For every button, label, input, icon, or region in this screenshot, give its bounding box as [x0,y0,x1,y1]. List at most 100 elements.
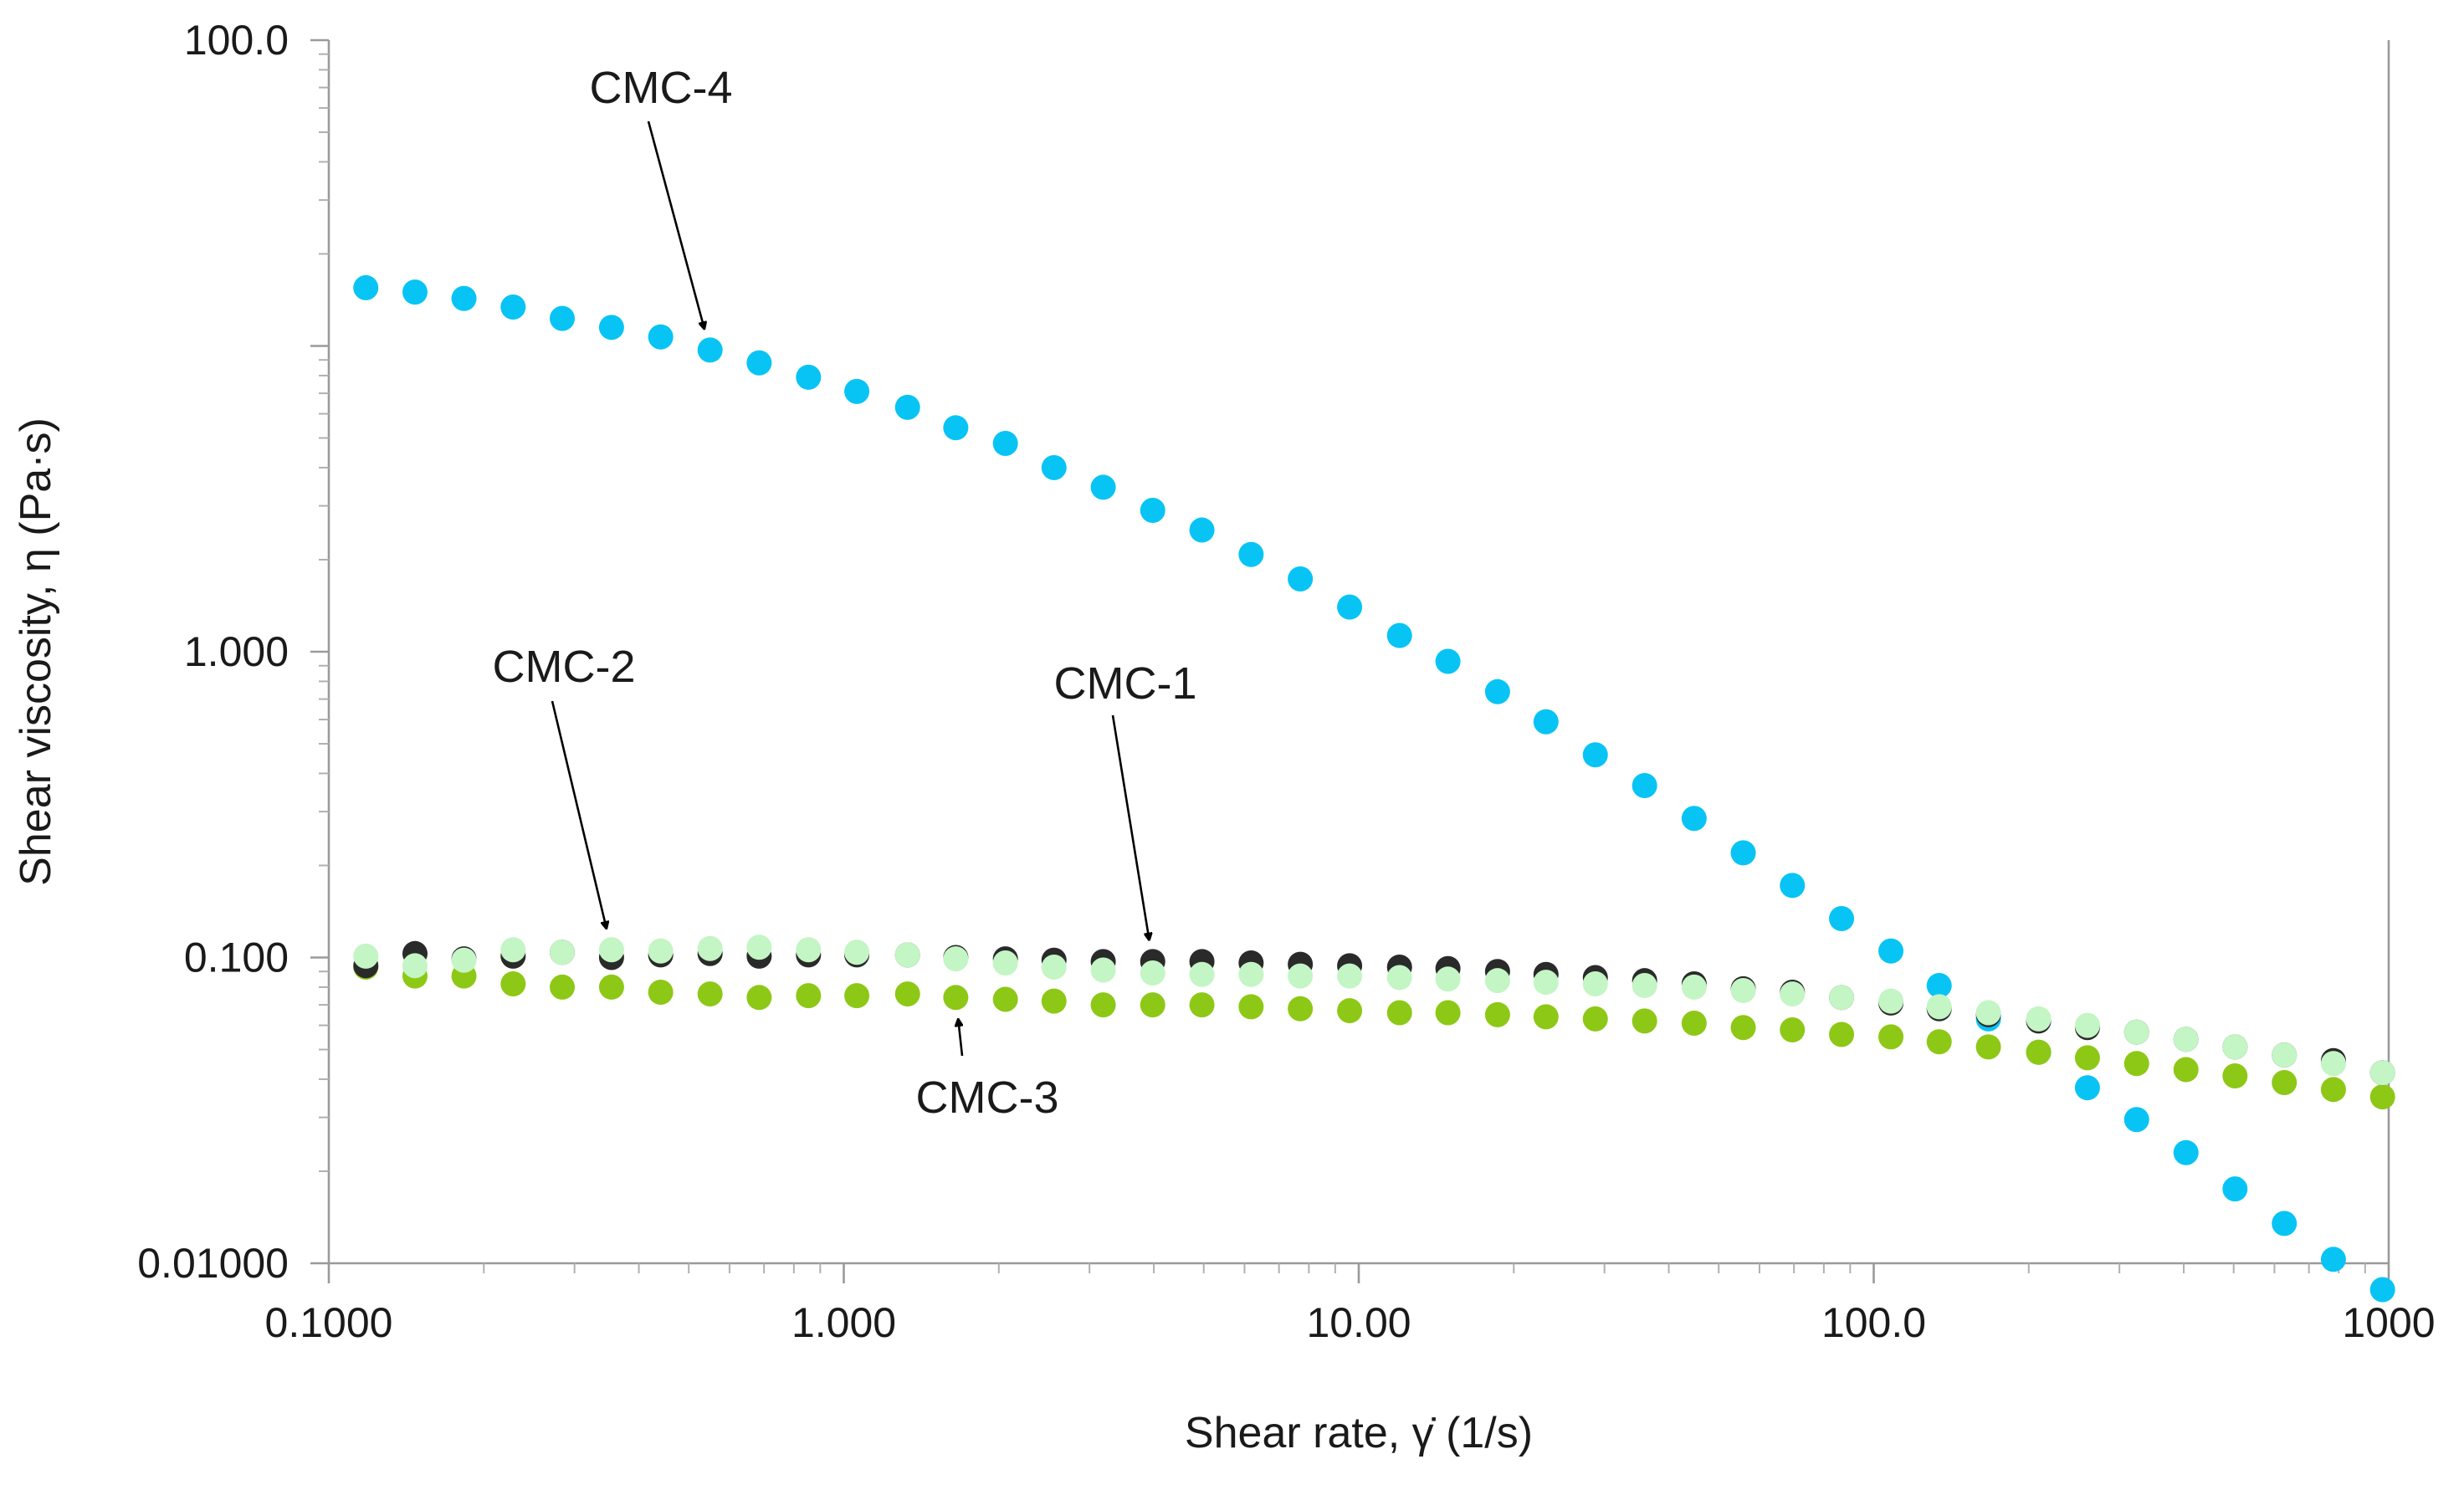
cmc-3-point [2074,1045,2100,1071]
cmc-2-point [402,953,428,979]
cmc-3-point [844,983,870,1009]
cmc-4-point [1484,678,1510,704]
cmc-4-point [992,431,1018,457]
cmc-3-point [2173,1057,2199,1083]
cmc-2-point [1484,968,1510,994]
x-tick-label: 10.00 [1306,1299,1411,1346]
cmc-4-point [1878,938,1904,964]
y-tick-label: 0.01000 [137,1240,289,1287]
cmc-2-point [1189,961,1215,987]
cmc-2-point [943,946,969,972]
cmc-2-point [697,935,723,961]
cmc-4-point [1238,541,1264,567]
cmc-2-point [992,950,1018,975]
x-axis-title: Shear rate, γ̇ (1/s) [1185,1409,1533,1457]
axes: 0.1000 1.000 10.00 100.0 1000 0.01000 0.100 1.… [137,17,2435,1346]
cmc-2-point [500,937,526,963]
cmc-3-point [1926,1029,1952,1055]
cmc-4-point [648,324,674,350]
cmc-2-point [1386,965,1412,991]
y-tick-label: 100.0 [184,17,289,64]
cmc-3-point [943,985,969,1011]
cmc-2-point [1975,1000,2001,1026]
cmc-4-point [1288,566,1314,591]
y-tick-label: 1.000 [184,628,289,675]
annotation-cmc-1-label: CMC-1 [1054,658,1197,709]
cmc-2-point [2272,1042,2298,1068]
cmc-2-point [1730,977,1756,1003]
cmc-2-point [1926,994,1952,1020]
cmc-4-point [1780,873,1806,899]
cmc-4-point [1632,772,1657,798]
cmc-4-point [1582,742,1608,768]
cmc-4-point [2222,1176,2248,1202]
cmc-4-point [844,378,870,404]
cmc-3-point [1337,998,1363,1024]
x-tick-label: 0.1000 [265,1299,393,1346]
cmc-4-point [2272,1211,2298,1237]
cmc-4-point [796,364,822,390]
cmc-3-point [1140,992,1165,1018]
cmc-3-point [2026,1039,2052,1065]
cmc-2-point [2369,1060,2395,1086]
cmc-2-point [550,940,576,965]
cmc-4-point [1730,840,1756,866]
cmc-3-point [1386,1000,1412,1026]
annotation-arrow-cmc-3 [958,1019,964,1057]
cmc-4-point [1533,709,1559,735]
cmc-2-point [1337,963,1363,989]
cmc-3-point [1288,996,1314,1021]
cmc-4-point [1337,594,1363,620]
y-axis-title: Shear viscosity, η (Pa·s) [12,417,60,886]
x-tick-label: 1.000 [791,1299,896,1346]
cmc-3-point [1780,1016,1806,1042]
cmc-4-point [2123,1107,2149,1133]
cmc-4-point [1926,972,1952,998]
cmc-2-point [1829,985,1855,1011]
cmc-2-point [894,942,920,968]
cmc-3-point [1730,1015,1756,1041]
cmc-2-point [1041,955,1067,981]
cmc-4-point [1386,622,1412,648]
y-ticks: 0.01000 0.100 1.000 100.0 [137,17,329,1287]
cmc-2-point [1582,971,1608,997]
cmc-3-point [2320,1077,2346,1103]
cmc-4-point [2320,1247,2346,1272]
cmc-4-point [943,415,969,441]
cmc-2-point [1780,981,1806,1007]
cmc-3-point [1090,992,1116,1018]
cmc-3-point [796,983,822,1009]
cmc-3-point [1435,1000,1461,1026]
cmc-2-point [2222,1034,2248,1060]
cmc-2-point [1090,957,1116,983]
annotation-arrow-cmc-2 [551,700,607,929]
cmc-3-point [1533,1004,1559,1030]
annotation-arrow-cmc-4 [647,120,704,329]
cmc-4-point [1041,454,1067,480]
cmc-3-point [746,985,772,1011]
cmc-2-point [648,938,674,964]
cmc-3-point [894,981,920,1007]
cmc-3-point [2222,1063,2248,1089]
x-tick-label: 100.0 [1821,1299,1926,1346]
cmc-4-point [697,337,723,363]
cmc-2-point [2320,1051,2346,1077]
cmc-3-point [1484,1001,1510,1027]
cmc-2-point [1140,960,1165,986]
cmc-3-point [1975,1034,2001,1060]
cmc-3-point [550,974,576,1000]
cmc-3-point [1632,1008,1657,1034]
cmc-4-point [402,279,428,305]
cmc-2-point [844,940,870,965]
cmc-4-point [550,305,576,331]
data-points [353,274,2395,1303]
cmc-4-point [1829,906,1855,932]
annotation-cmc-2-label: CMC-2 [493,642,636,692]
cmc-4-point [500,294,526,320]
cmc-2-point [1288,963,1314,989]
cmc-4-point [353,274,379,300]
cmc-2-point [2074,1012,2100,1038]
cmc-3-point [1189,992,1215,1018]
cmc-4-point [1189,517,1215,543]
cmc-4-point [598,315,624,340]
